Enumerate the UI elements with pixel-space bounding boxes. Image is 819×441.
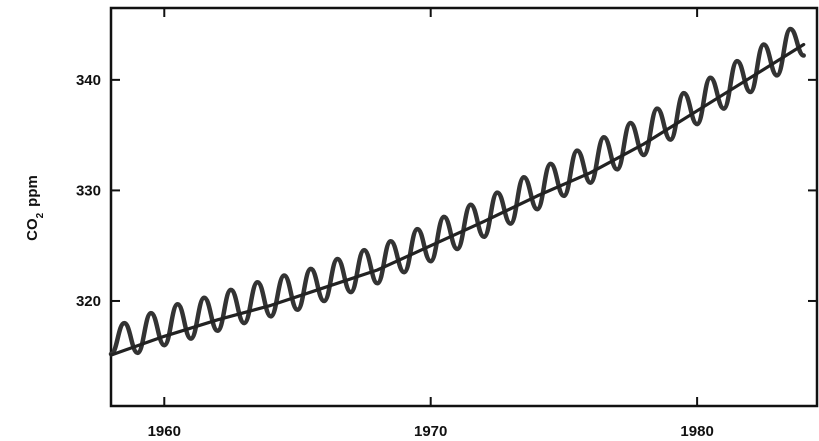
trend-co2-line	[109, 42, 806, 357]
y-tick-label-340: 340	[76, 72, 101, 89]
x-tick-label-1980: 1980	[680, 423, 713, 440]
y-tick-label-330: 330	[76, 182, 101, 199]
y-tick-label-320: 320	[76, 293, 101, 310]
x-tick-label-1970: 1970	[414, 423, 447, 440]
seasonal-co2-line	[108, 26, 806, 357]
y-axis-title-unit: ppm	[24, 175, 41, 207]
y-axis-title: CO2 ppm	[24, 175, 46, 241]
series-layer	[108, 26, 806, 357]
y-axis-title-main: CO	[24, 218, 41, 241]
ticks-layer: 320 330 340 1960 1970 1980	[76, 8, 817, 440]
x-tick-label-1960: 1960	[148, 423, 181, 440]
y-axis-title-subscript: 2	[35, 212, 46, 218]
plot-frame	[109, 6, 819, 408]
